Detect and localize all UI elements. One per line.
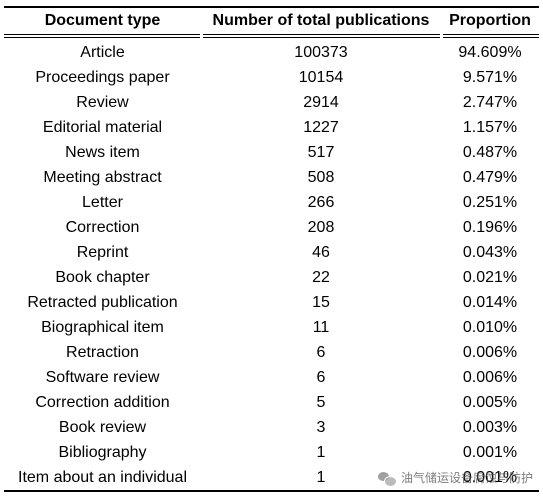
cell-total-publications: 46 (201, 240, 441, 265)
cell-proportion: 2.747% (441, 90, 539, 115)
table-row: Correction addition 5 0.005% (4, 390, 539, 415)
cell-total-publications: 2914 (201, 90, 441, 115)
watermark-text: 油气储运设备腐蚀与防护 (401, 469, 533, 486)
cell-document-type: Correction addition (4, 390, 201, 415)
header-total-publications: Number of total publications (201, 7, 441, 35)
cell-total-publications: 1 (201, 440, 441, 465)
cell-total-publications: 517 (201, 140, 441, 165)
cell-total-publications: 508 (201, 165, 441, 190)
cell-proportion: 0.006% (441, 340, 539, 365)
table-row: Book chapter 22 0.021% (4, 265, 539, 290)
cell-total-publications: 15 (201, 290, 441, 315)
table-row: Review 2914 2.747% (4, 90, 539, 115)
cell-proportion: 9.571% (441, 65, 539, 90)
cell-proportion: 0.014% (441, 290, 539, 315)
table-row: Proceedings paper 10154 9.571% (4, 65, 539, 90)
cell-proportion: 94.609% (441, 38, 539, 66)
table-row: News item 517 0.487% (4, 140, 539, 165)
table-row: Reprint 46 0.043% (4, 240, 539, 265)
cell-total-publications: 10154 (201, 65, 441, 90)
cell-total-publications: 1227 (201, 115, 441, 140)
publication-table-container: Document type Number of total publicatio… (4, 6, 539, 492)
table-row: Editorial material 1227 1.157% (4, 115, 539, 140)
wechat-icon (378, 470, 396, 486)
header-proportion: Proportion (441, 7, 539, 35)
cell-document-type: Proceedings paper (4, 65, 201, 90)
cell-document-type: Software review (4, 365, 201, 390)
cell-document-type: Item about an individual (4, 465, 201, 491)
cell-document-type: Meeting abstract (4, 165, 201, 190)
cell-proportion: 0.043% (441, 240, 539, 265)
cell-proportion: 0.021% (441, 265, 539, 290)
watermark: 油气储运设备腐蚀与防护 (378, 469, 533, 486)
cell-document-type: Bibliography (4, 440, 201, 465)
table-row: Correction 208 0.196% (4, 215, 539, 240)
cell-proportion: 0.003% (441, 415, 539, 440)
cell-proportion: 0.487% (441, 140, 539, 165)
cell-document-type: Retracted publication (4, 290, 201, 315)
header-document-type: Document type (4, 7, 201, 35)
cell-total-publications: 5 (201, 390, 441, 415)
cell-document-type: Review (4, 90, 201, 115)
cell-document-type: Book chapter (4, 265, 201, 290)
cell-proportion: 0.010% (441, 315, 539, 340)
table-row: Article 100373 94.609% (4, 38, 539, 66)
cell-proportion: 0.006% (441, 365, 539, 390)
cell-total-publications: 22 (201, 265, 441, 290)
table-row: Meeting abstract 508 0.479% (4, 165, 539, 190)
cell-total-publications: 11 (201, 315, 441, 340)
table-row: Biographical item 11 0.010% (4, 315, 539, 340)
cell-document-type: Editorial material (4, 115, 201, 140)
cell-document-type: Article (4, 38, 201, 66)
cell-total-publications: 6 (201, 365, 441, 390)
cell-document-type: Book review (4, 415, 201, 440)
cell-total-publications: 266 (201, 190, 441, 215)
table-row: Retracted publication 15 0.014% (4, 290, 539, 315)
cell-proportion: 1.157% (441, 115, 539, 140)
cell-document-type: Biographical item (4, 315, 201, 340)
cell-document-type: News item (4, 140, 201, 165)
cell-total-publications: 6 (201, 340, 441, 365)
cell-total-publications: 100373 (201, 38, 441, 66)
cell-document-type: Retraction (4, 340, 201, 365)
cell-document-type: Letter (4, 190, 201, 215)
table-row: Bibliography 1 0.001% (4, 440, 539, 465)
table-row: Book review 3 0.003% (4, 415, 539, 440)
cell-proportion: 0.251% (441, 190, 539, 215)
table-row: Retraction 6 0.006% (4, 340, 539, 365)
table-row: Letter 266 0.251% (4, 190, 539, 215)
cell-total-publications: 3 (201, 415, 441, 440)
cell-proportion: 0.001% (441, 440, 539, 465)
cell-document-type: Reprint (4, 240, 201, 265)
cell-proportion: 0.005% (441, 390, 539, 415)
cell-proportion: 0.196% (441, 215, 539, 240)
document-type-table: Document type Number of total publicatio… (4, 6, 539, 492)
table-row: Software review 6 0.006% (4, 365, 539, 390)
cell-document-type: Correction (4, 215, 201, 240)
table-body: Article 100373 94.609% Proceedings paper 101… (4, 38, 539, 492)
cell-proportion: 0.479% (441, 165, 539, 190)
cell-total-publications: 208 (201, 215, 441, 240)
header-row: Document type Number of total publicatio… (4, 7, 539, 35)
